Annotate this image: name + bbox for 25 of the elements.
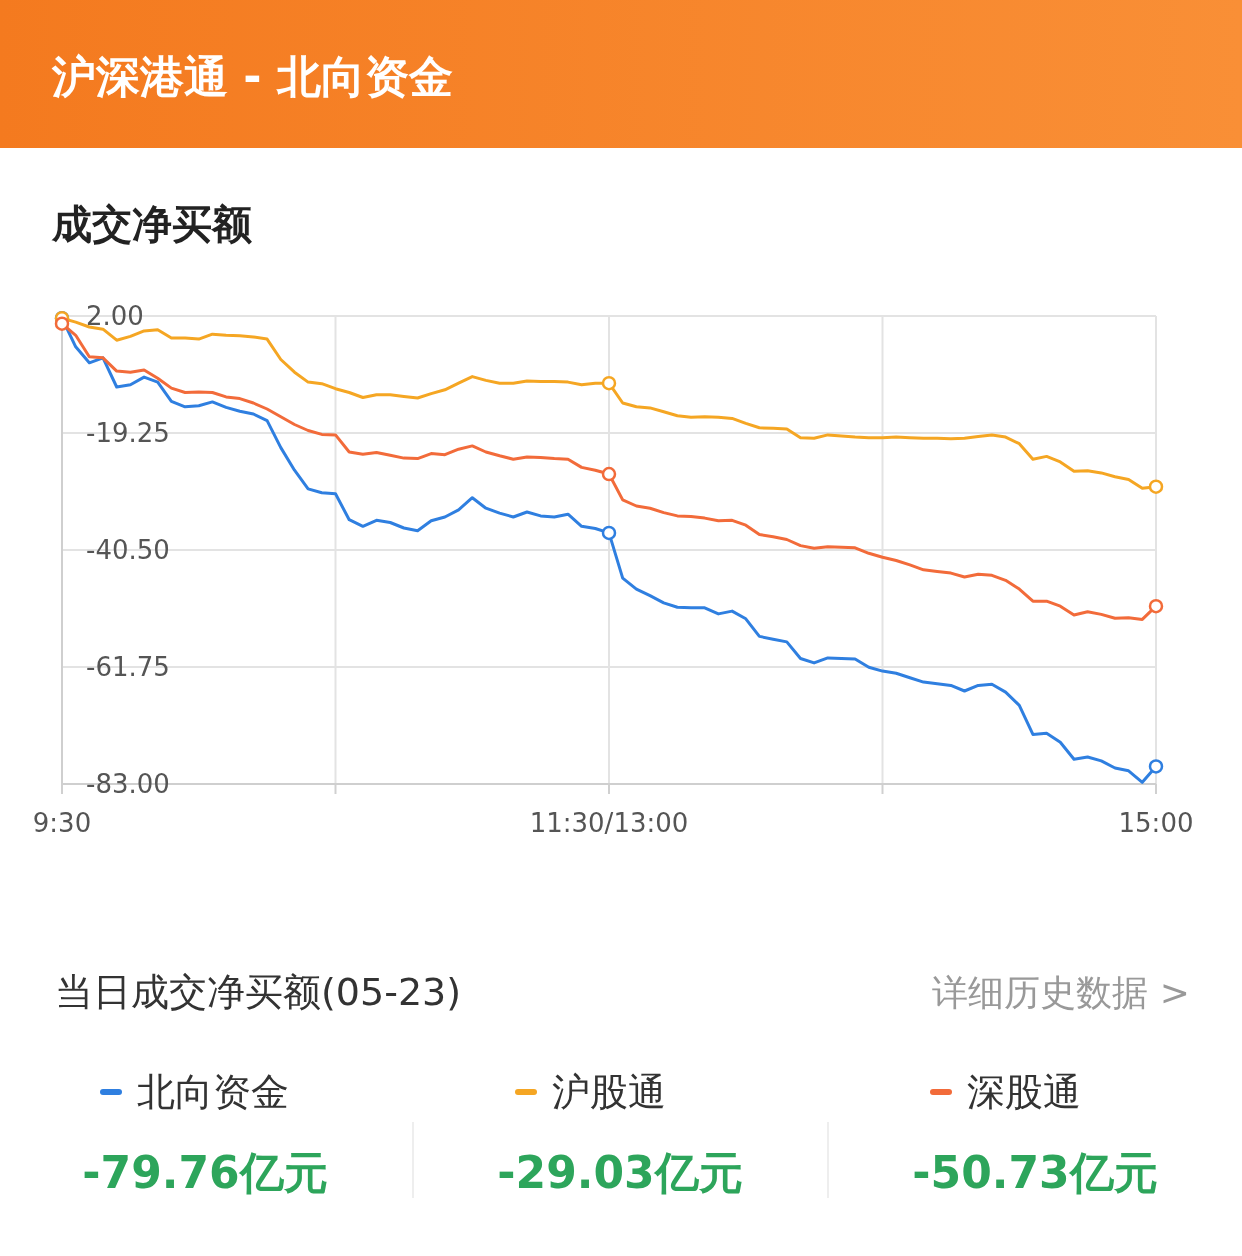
- point: [54, 316, 70, 331]
- point: [601, 525, 617, 541]
- x-tick-label: 11:30/13:00: [529, 808, 689, 838]
- point: [1148, 759, 1164, 774]
- legend-label: 深股通: [967, 1070, 1081, 1114]
- point: [601, 466, 617, 482]
- point: [601, 375, 617, 391]
- y-tick-label: -19.25: [86, 418, 170, 448]
- y-tick-label: -40.50: [86, 535, 170, 565]
- text: -29.03亿元: [497, 1147, 743, 1198]
- chart-subtitle: 成交净买额: [51, 201, 252, 247]
- legend-label: 沪股通: [552, 1070, 666, 1114]
- text: 详细历史数据 >: [932, 972, 1190, 1013]
- y-tick-label: -61.75: [86, 652, 170, 682]
- x-tick-label: 9:30: [32, 808, 92, 838]
- y-tick-label: -83.00: [86, 769, 170, 799]
- text: 当日成交净买额(05-23): [55, 970, 462, 1014]
- text: -50.73亿元: [912, 1147, 1158, 1198]
- legend-label: 北向资金: [137, 1070, 289, 1114]
- text: -79.76亿元: [82, 1147, 328, 1198]
- chart-title: 沪深港通 - 北向资金: [51, 51, 453, 102]
- point: [1148, 479, 1164, 494]
- y-tick-label: 2.00: [86, 301, 144, 331]
- x-tick-label: 15:00: [1118, 808, 1194, 838]
- point: [1148, 598, 1164, 614]
